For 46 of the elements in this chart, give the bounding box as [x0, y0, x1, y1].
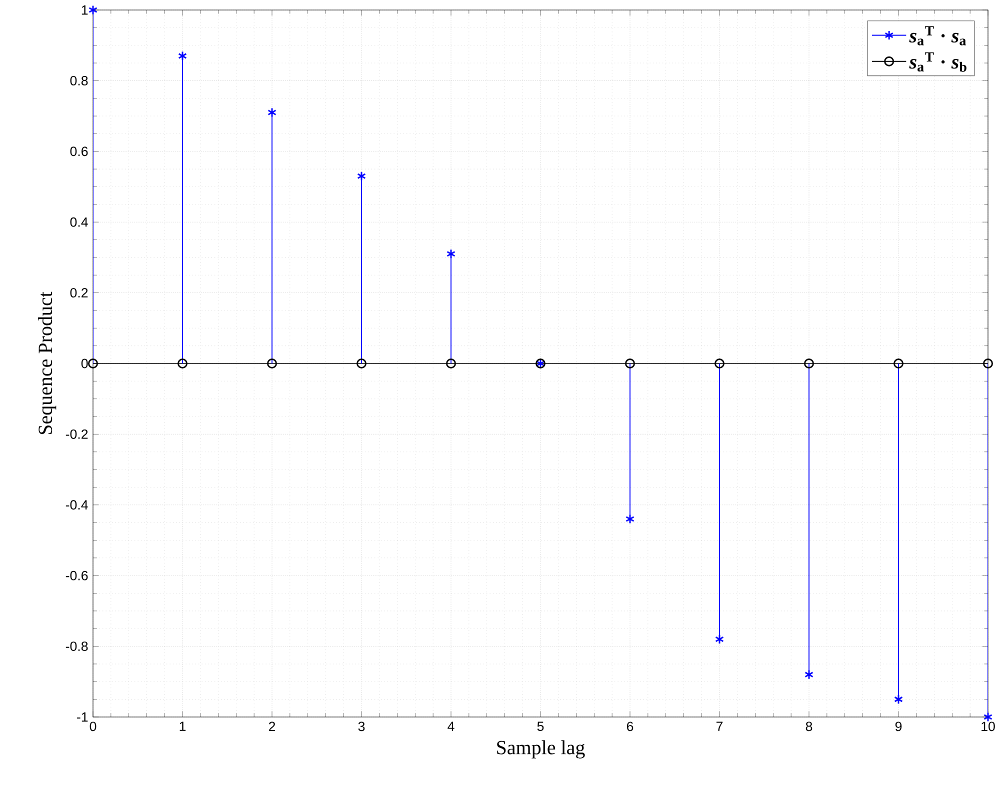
point: [88, 4, 98, 15]
y-tick-label: -0.4: [66, 500, 88, 510]
x-tick-label: 6: [626, 722, 634, 732]
point: [178, 358, 188, 368]
point: [804, 670, 814, 680]
point: [714, 358, 725, 368]
point: [267, 358, 278, 368]
y-tick-label: 0.8: [70, 76, 88, 86]
x-tick-label: 5: [537, 722, 544, 731]
y-tick-label: -1: [77, 712, 88, 722]
y-tick-label: 0.2: [70, 288, 88, 298]
x-tick-label: 2: [268, 722, 276, 732]
x-tick-label: 0: [90, 722, 96, 732]
y-tick-label: 0.4: [70, 217, 88, 227]
legend-label: s$_{a}$$^{T}$ · s$_{b}$: [909, 52, 966, 72]
x-axis-title: Sample lag: [497, 740, 585, 758]
x-tick-label: 4: [448, 722, 454, 731]
y-tick-label: -0.2: [66, 429, 88, 439]
x-tick-label: 10: [982, 722, 995, 732]
x-tick-label: 8: [806, 722, 812, 732]
y-tick-label: -0.6: [66, 570, 88, 580]
y-tick-label: 0: [81, 358, 88, 368]
point: [984, 712, 992, 722]
point: [88, 358, 98, 368]
x-tick-label: 3: [358, 722, 365, 732]
y-axis-title: Sequence Product: [38, 292, 56, 434]
point: [893, 358, 904, 368]
point: [894, 694, 903, 704]
y-tick-label: -0.8: [66, 642, 88, 651]
point: [178, 50, 187, 61]
point: [982, 358, 994, 368]
x-tick-label: 1: [180, 722, 186, 731]
point: [625, 358, 636, 368]
x-tick-label: 9: [895, 722, 902, 732]
point: [268, 108, 276, 118]
x-tick-label: 7: [716, 722, 723, 731]
y-tick-label: 0.6: [70, 146, 88, 156]
point: [357, 171, 366, 182]
point: [626, 514, 634, 524]
legend-label: s$_{a}$$^{T}$ · s$_{a}$: [909, 26, 966, 46]
point: [356, 358, 367, 368]
point: [446, 248, 456, 259]
point: [715, 634, 724, 644]
point: [446, 358, 456, 368]
point: [804, 358, 814, 368]
y-tick-label: 1: [82, 5, 88, 15]
